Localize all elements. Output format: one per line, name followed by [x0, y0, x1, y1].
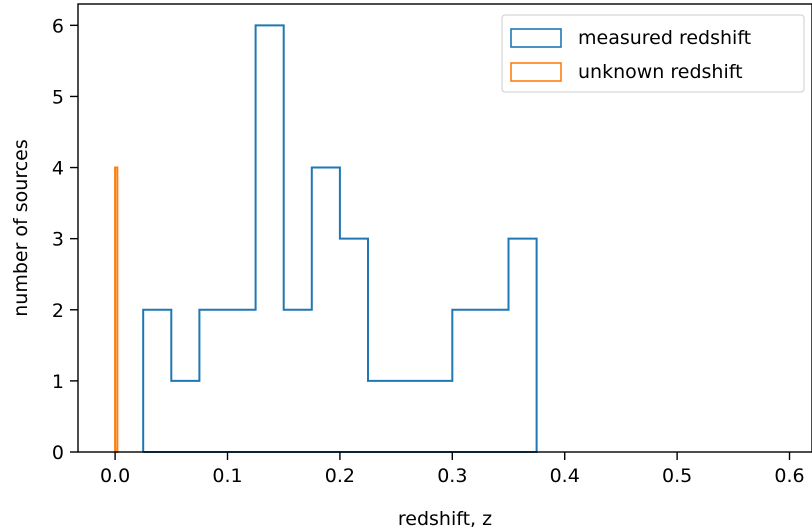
- x-tick-label: 0.0: [100, 465, 130, 487]
- y-tick-label: 3: [52, 229, 64, 251]
- legend: measured redshift unknown redshift: [501, 14, 805, 93]
- histogram-series-0: [142, 24, 538, 453]
- y-tick-label: 0: [52, 442, 64, 464]
- axes: [77, 3, 812, 453]
- y-axis-title: number of sources: [10, 139, 32, 317]
- legend-swatch-measured-redshift: [510, 28, 562, 48]
- y-tick-label: 2: [52, 300, 64, 322]
- legend-swatch-unknown-redshift: [510, 62, 562, 82]
- x-tick-label: 0.4: [550, 465, 580, 487]
- x-tick-label: 0.1: [212, 465, 242, 487]
- x-tick-label: 0.3: [437, 465, 467, 487]
- histogram-bars: [114, 24, 538, 453]
- y-tick-label: 1: [52, 371, 64, 393]
- x-tick-label: 0.5: [662, 465, 692, 487]
- legend-label-measured-redshift: measured redshift: [578, 27, 751, 49]
- legend-box: [501, 14, 805, 93]
- y-tick-label: 6: [52, 15, 64, 37]
- legend-label-unknown-redshift: unknown redshift: [578, 61, 743, 83]
- x-tick-label: 0.6: [774, 465, 804, 487]
- histogram-series-1: [114, 166, 119, 453]
- plot-frame: [77, 3, 812, 453]
- x-tick-label: 0.2: [325, 465, 355, 487]
- y-tick-label: 5: [52, 86, 64, 108]
- y-tick-label: 4: [52, 158, 64, 180]
- x-axis-title: redshift, z: [398, 508, 492, 530]
- ticks: 0.0 0.1 0.2 0.3 0.4 0.5 0.6 0 1 2 3 4 5 6: [52, 15, 805, 487]
